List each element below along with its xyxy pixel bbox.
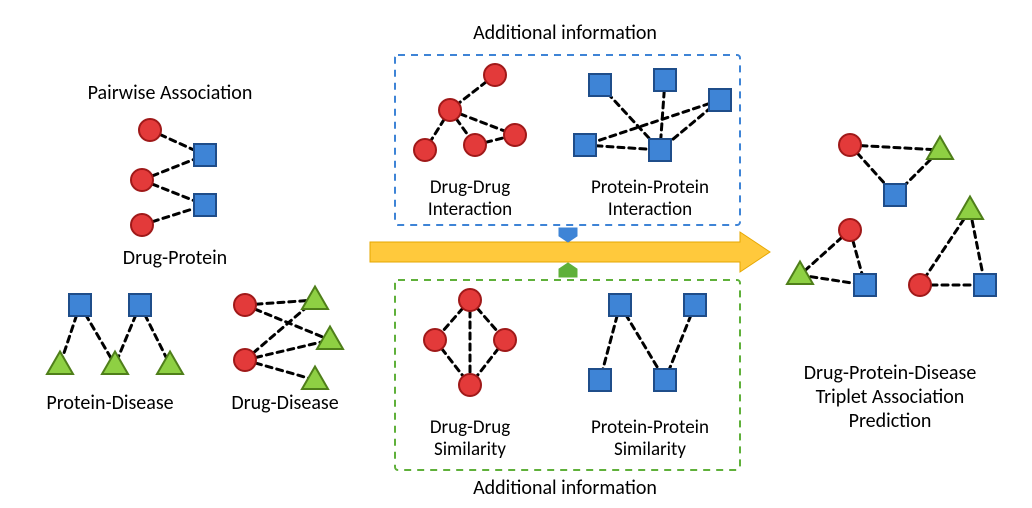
ppi-node: [654, 69, 676, 91]
protein-disease-node: [47, 351, 73, 374]
drug-protein-node: [139, 119, 161, 141]
dds-node: [424, 329, 446, 351]
protein-disease-node: [102, 351, 128, 374]
output-node: [787, 261, 813, 284]
drug-disease-node: [302, 286, 328, 309]
ddi-node: [464, 134, 486, 156]
output-node: [854, 274, 876, 296]
dds-node: [494, 329, 516, 351]
drug-disease-node: [234, 294, 256, 316]
merge-chevron-bottom: [559, 263, 577, 277]
drug-protein-label: Drug-Protein: [25, 246, 325, 270]
protein-disease-node: [69, 294, 91, 316]
ppi-node: [649, 139, 671, 161]
pps-node: [684, 294, 706, 316]
pairwise-title: Pairwise Association: [20, 81, 320, 105]
output-node: [839, 134, 861, 156]
ddi-node: [439, 99, 461, 121]
drug-protein-node: [131, 214, 153, 236]
drug-protein-node: [194, 194, 216, 216]
output-node: [839, 219, 861, 241]
pps-node: [589, 369, 611, 391]
drug-disease-label: Drug-Disease: [135, 391, 435, 415]
graph-edge: [920, 210, 970, 285]
additional-top-title: Additional information: [415, 21, 715, 45]
drug-protein-node: [131, 169, 153, 191]
output-node: [974, 274, 996, 296]
ppi-node: [709, 89, 731, 111]
ppi-node: [589, 74, 611, 96]
merge-chevron-top: [559, 228, 577, 242]
pps-node: [609, 294, 631, 316]
ppi-label: Protein-Protein Interaction: [500, 177, 800, 223]
dds-node: [459, 374, 481, 396]
drug-protein-node: [194, 144, 216, 166]
ddi-node: [504, 124, 526, 146]
output-node: [884, 184, 906, 206]
additional-bottom-title: Additional information: [415, 476, 715, 500]
drug-disease-node: [302, 366, 328, 389]
ddi-node: [484, 64, 506, 86]
protein-disease-node: [157, 351, 183, 374]
graph-edge: [850, 145, 940, 150]
ddi-node: [414, 139, 436, 161]
drug-disease-node: [234, 349, 256, 371]
dds-node: [459, 289, 481, 311]
output-node: [957, 196, 983, 219]
pps-node: [654, 369, 676, 391]
output-node: [909, 274, 931, 296]
ppi-node: [574, 134, 596, 156]
output-node: [927, 136, 953, 159]
protein-disease-node: [129, 294, 151, 316]
output-label: Drug-Protein-Disease Triplet Association…: [740, 361, 1032, 433]
